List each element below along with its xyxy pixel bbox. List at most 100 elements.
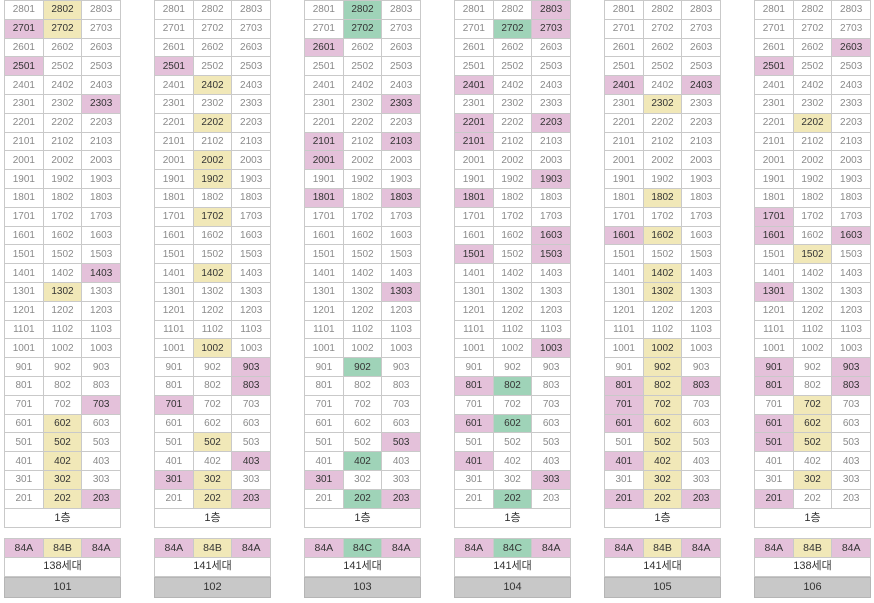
- unit-cell: 2502: [492, 56, 533, 77]
- floor-row: 901 902 903: [754, 357, 871, 377]
- unit-cell: 1303: [81, 281, 121, 302]
- unit-cell: 2602: [192, 37, 233, 58]
- unit-cell: 503: [381, 432, 421, 453]
- floor-row: 801 802 803: [754, 375, 871, 396]
- floor-row: 2701 2702 2703: [304, 18, 421, 39]
- unit-cell: 2102: [492, 131, 533, 152]
- unit-cell: 2301: [4, 93, 44, 114]
- floor-row: 801 802 803: [304, 375, 421, 396]
- floor-row: 401 402 403: [754, 451, 871, 471]
- unit-cell: 1801: [754, 187, 794, 208]
- unit-cell: 1202: [492, 300, 533, 321]
- unit-cell: 1003: [231, 338, 271, 359]
- unit-cell: 2201: [4, 112, 44, 133]
- unit-cell: 1201: [154, 300, 194, 321]
- unit-cell: 1203: [231, 300, 271, 321]
- ground-floor-label: 1층: [4, 508, 121, 528]
- unit-cell: 1103: [81, 319, 121, 340]
- floor-row: 401 402 403: [304, 451, 421, 471]
- unit-cell: 2002: [42, 150, 83, 171]
- unit-cell: 1603: [81, 225, 121, 246]
- building-105: 2801 2802 2803 2701 2702 2703 2601 2602 2603 2501…: [604, 0, 721, 598]
- unit-cell: 1501: [604, 244, 644, 265]
- unit-cell: 2503: [81, 56, 121, 77]
- unit-cell: 802: [342, 375, 383, 396]
- unit-cell: 1002: [492, 338, 533, 359]
- unit-cell: 1401: [454, 263, 494, 283]
- building-number: 102: [154, 577, 271, 598]
- unit-cell: 2203: [531, 112, 571, 133]
- unit-cell: 603: [831, 413, 871, 434]
- unit-cell: 602: [42, 413, 83, 434]
- unit-cell: 1201: [304, 300, 344, 321]
- building-number: 104: [454, 577, 571, 598]
- unit-cell: 2503: [831, 56, 871, 77]
- unit-type-cell: 84A: [231, 538, 271, 558]
- unit-grid: 2801 2802 2803 2701 2702 2703 2601 2602 2603 2501…: [4, 0, 121, 509]
- unit-cell: 1701: [4, 206, 44, 227]
- unit-cell: 1702: [492, 206, 533, 227]
- unit-cell: 902: [42, 357, 83, 377]
- floor-row: 2601 2602 2603: [304, 37, 421, 58]
- ground-floor-label: 1층: [304, 508, 421, 528]
- floor-row: 501 502 503: [4, 432, 121, 453]
- unit-cell: 601: [454, 413, 494, 434]
- floor-row: 1501 1502 1503: [454, 244, 571, 265]
- unit-cell: 1203: [381, 300, 421, 321]
- unit-cell: 402: [792, 451, 833, 471]
- unit-type-cell: 84A: [154, 538, 194, 558]
- floor-row: 2701 2702 2703: [754, 18, 871, 39]
- unit-cell: 802: [642, 375, 683, 396]
- floor-row: 1901 1902 1903: [304, 169, 421, 189]
- unit-cell: 1702: [192, 206, 233, 227]
- floor-row: 1201 1202 1203: [154, 300, 271, 321]
- unit-cell: 401: [304, 451, 344, 471]
- unit-cell: 1601: [454, 225, 494, 246]
- unit-cell: 2703: [81, 18, 121, 39]
- unit-cell: 2303: [81, 93, 121, 114]
- unit-cell: 1303: [381, 281, 421, 302]
- unit-cell: 2503: [381, 56, 421, 77]
- unit-cell: 1103: [831, 319, 871, 340]
- unit-cell: 2202: [192, 112, 233, 133]
- unit-cell: 1103: [381, 319, 421, 340]
- unit-cell: 1901: [604, 169, 644, 189]
- unit-cell: 1703: [531, 206, 571, 227]
- unit-cell: 901: [454, 357, 494, 377]
- unit-cell: 403: [681, 451, 721, 471]
- floor-row: 301 302 303: [754, 469, 871, 490]
- unit-cell: 2303: [381, 93, 421, 114]
- unit-grid: 2801 2802 2803 2701 2702 2703 2601 2602 2603 2501…: [604, 0, 721, 509]
- floor-row: 601 602 603: [604, 413, 721, 434]
- unit-cell: 2101: [754, 131, 794, 152]
- floor-row: 2801 2802 2803: [304, 0, 421, 20]
- floor-row: 901 902 903: [454, 357, 571, 377]
- unit-cell: 2603: [231, 37, 271, 58]
- unit-cell: 2302: [642, 93, 683, 114]
- floor-row: 1001 1002 1003: [304, 338, 421, 359]
- unit-cell: 403: [81, 451, 121, 471]
- unit-cell: 701: [604, 394, 644, 415]
- unit-cell: 1503: [381, 244, 421, 265]
- unit-cell: 1402: [492, 263, 533, 283]
- unit-cell: 1203: [531, 300, 571, 321]
- unit-cell: 2303: [681, 93, 721, 114]
- unit-cell: 1901: [4, 169, 44, 189]
- unit-cell: 2101: [154, 131, 194, 152]
- unit-cell: 1401: [604, 263, 644, 283]
- unit-cell: 402: [492, 451, 533, 471]
- building-number: 105: [604, 577, 721, 598]
- unit-cell: 203: [81, 488, 121, 509]
- unit-cell: 1601: [754, 225, 794, 246]
- unit-cell: 1302: [42, 281, 83, 302]
- unit-cell: 1902: [42, 169, 83, 189]
- unit-cell: 2703: [531, 18, 571, 39]
- unit-cell: 1903: [231, 169, 271, 189]
- unit-cell: 2802: [192, 0, 233, 20]
- unit-cell: 2803: [681, 0, 721, 20]
- floor-row: 2101 2102 2103: [154, 131, 271, 152]
- unit-cell: 2503: [681, 56, 721, 77]
- ground-floor-label: 1층: [604, 508, 721, 528]
- unit-cell: 1302: [792, 281, 833, 302]
- unit-type-row: 84A 84B 84A: [4, 538, 121, 558]
